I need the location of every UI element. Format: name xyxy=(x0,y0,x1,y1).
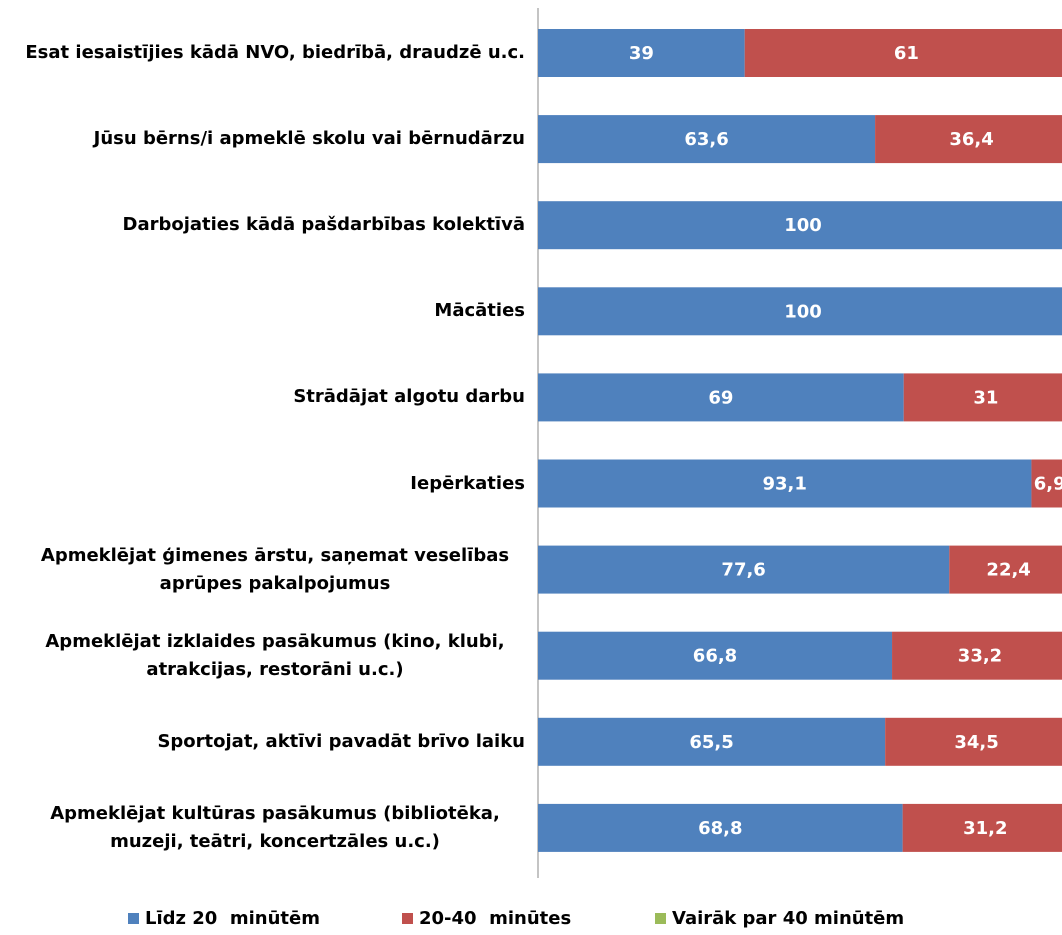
category-label: Jūsu bērns/i apmeklē skolu vai bērnudārz… xyxy=(93,128,525,150)
data-label: 68,8 xyxy=(698,818,742,839)
legend-swatch xyxy=(402,913,413,924)
category-label: Darbojaties kādā pašdarbības kolektīvā xyxy=(122,214,526,236)
bar-segment xyxy=(538,115,876,164)
bar-segment xyxy=(538,373,904,422)
bar-segment xyxy=(903,373,1062,422)
category-label: Sportojat, aktīvi pavadāt brīvo laiku xyxy=(157,730,525,752)
category-label: Esat iesaistījies kādā NVO, biedrībā, dr… xyxy=(25,42,525,63)
data-label: 31,2 xyxy=(963,818,1007,839)
category-label: Iepērkaties xyxy=(410,472,525,494)
data-label: 65,5 xyxy=(689,732,733,753)
data-label: 36,4 xyxy=(949,129,993,150)
bar-segment xyxy=(744,29,1062,77)
bar-segment xyxy=(538,545,950,594)
category-label: Strādājat algotu darbu xyxy=(293,386,525,408)
bar-segment xyxy=(1031,459,1062,508)
legend-item: 20-40 minūtes xyxy=(402,908,571,929)
bar-segment xyxy=(892,631,1062,680)
data-label: 93,1 xyxy=(763,474,807,495)
legend-item: Līdz 20 minūtēm xyxy=(128,908,320,929)
data-label: 69 xyxy=(708,387,733,408)
bar-segment xyxy=(902,803,1062,852)
legend-label: Līdz 20 minūtēm xyxy=(145,908,320,929)
legend-item: Vairāk par 40 minūtēm xyxy=(655,908,904,929)
legend-swatch xyxy=(655,913,666,924)
category-label: Apmeklējat ģimenes ārstu, saņemat veselī… xyxy=(40,544,510,594)
data-label: 22,4 xyxy=(986,560,1030,581)
bar-segment xyxy=(538,717,886,766)
bar-segment xyxy=(538,287,1062,336)
legend-swatch xyxy=(128,913,139,924)
bar-segment xyxy=(885,717,1062,766)
data-label: 6,9 xyxy=(1034,474,1062,495)
bar-segment xyxy=(538,29,745,77)
data-label: 100 xyxy=(784,215,822,236)
data-label: 66,8 xyxy=(693,646,737,667)
bar-segment xyxy=(949,545,1062,594)
bar-segment xyxy=(538,803,903,852)
data-label: 63,6 xyxy=(684,129,728,150)
bar-segment xyxy=(538,201,1062,250)
data-label: 77,6 xyxy=(721,560,765,581)
data-label: 61 xyxy=(894,43,919,64)
data-label: 31 xyxy=(973,387,998,408)
data-label: 100 xyxy=(784,301,822,322)
legend-label: Vairāk par 40 minūtēm xyxy=(672,908,905,929)
data-label: 39 xyxy=(629,43,654,64)
category-label: Mācāties xyxy=(434,300,525,322)
legend-label: 20-40 minūtes xyxy=(419,908,572,929)
data-label: 33,2 xyxy=(958,646,1002,667)
bar-segment xyxy=(875,115,1062,164)
category-label: Apmeklējat izklaides pasākumus (kino, kl… xyxy=(45,630,505,680)
bar-segment xyxy=(538,631,893,680)
bar-segment xyxy=(538,459,1032,508)
category-label: Apmeklējat kultūras pasākumus (bibliotēk… xyxy=(50,802,500,852)
data-label: 34,5 xyxy=(954,732,998,753)
